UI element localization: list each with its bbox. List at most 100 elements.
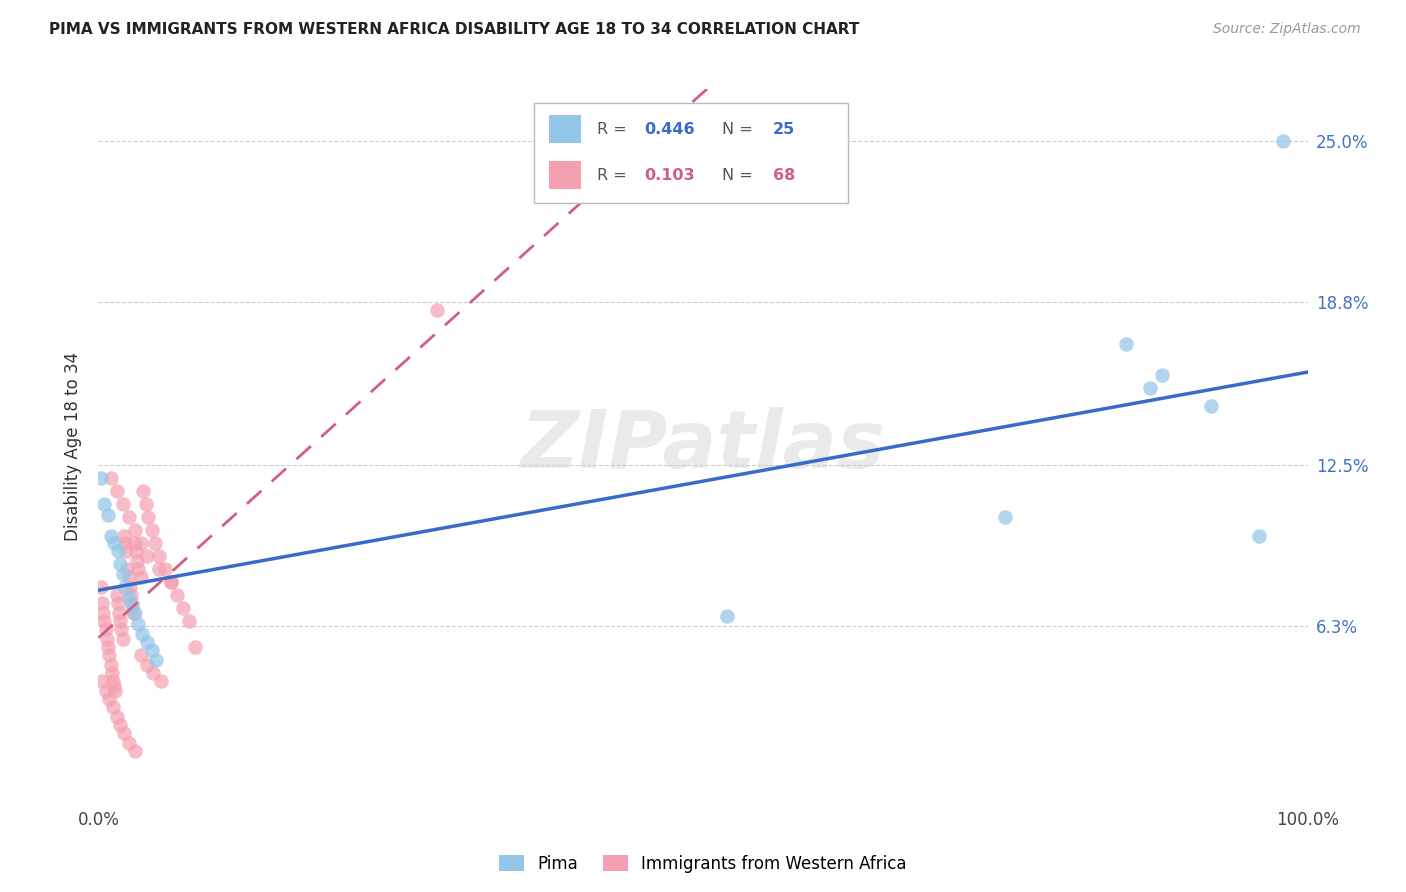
Point bbox=[112, 725, 135, 739]
Point bbox=[101, 673, 124, 688]
Point bbox=[131, 627, 153, 641]
Point bbox=[100, 658, 122, 673]
Text: R =: R = bbox=[596, 168, 637, 183]
Point bbox=[172, 601, 194, 615]
Point bbox=[142, 666, 165, 681]
Point bbox=[97, 640, 120, 654]
Point bbox=[135, 497, 157, 511]
Point bbox=[136, 510, 159, 524]
Bar bbox=[550, 161, 581, 189]
Point bbox=[143, 536, 166, 550]
Point bbox=[111, 567, 134, 582]
Bar bbox=[550, 115, 581, 144]
Point bbox=[160, 575, 183, 590]
Point bbox=[93, 497, 115, 511]
Point bbox=[129, 536, 152, 550]
Point bbox=[125, 544, 148, 558]
Point bbox=[90, 471, 112, 485]
Point bbox=[100, 528, 122, 542]
Point bbox=[108, 607, 131, 621]
Point bbox=[108, 614, 131, 628]
Point bbox=[91, 596, 114, 610]
Point bbox=[127, 616, 149, 631]
Text: Source: ZipAtlas.com: Source: ZipAtlas.com bbox=[1213, 22, 1361, 37]
Point bbox=[716, 609, 738, 624]
Point bbox=[129, 648, 152, 662]
Point bbox=[96, 632, 118, 647]
Point bbox=[103, 536, 125, 550]
Point bbox=[107, 544, 129, 558]
Point bbox=[111, 497, 134, 511]
Point bbox=[129, 570, 152, 584]
Point bbox=[118, 570, 141, 584]
Point bbox=[105, 710, 128, 724]
Point bbox=[118, 510, 141, 524]
Point bbox=[145, 653, 167, 667]
Text: 0.446: 0.446 bbox=[644, 122, 695, 137]
Point bbox=[184, 640, 207, 654]
Point bbox=[104, 684, 127, 698]
Point bbox=[94, 622, 117, 636]
Point bbox=[97, 508, 120, 522]
Point bbox=[118, 591, 141, 605]
FancyBboxPatch shape bbox=[534, 103, 848, 203]
Point bbox=[118, 736, 141, 750]
Point bbox=[179, 614, 201, 628]
Text: 25: 25 bbox=[773, 122, 794, 137]
Point bbox=[90, 581, 112, 595]
Point bbox=[114, 581, 136, 595]
Point bbox=[114, 536, 136, 550]
Point bbox=[98, 648, 121, 662]
Point bbox=[108, 718, 131, 732]
Text: ZIPatlas: ZIPatlas bbox=[520, 407, 886, 485]
Point bbox=[122, 607, 145, 621]
Point bbox=[135, 635, 157, 649]
Point bbox=[148, 549, 170, 564]
Point bbox=[105, 484, 128, 499]
Point bbox=[111, 632, 134, 647]
Point bbox=[91, 673, 114, 688]
Point bbox=[115, 544, 138, 558]
Point bbox=[100, 666, 122, 681]
Point bbox=[118, 581, 141, 595]
Text: N =: N = bbox=[723, 168, 758, 183]
Point bbox=[124, 524, 146, 538]
Point bbox=[135, 549, 157, 564]
Point bbox=[1199, 399, 1222, 413]
Text: N =: N = bbox=[723, 122, 758, 137]
Point bbox=[141, 642, 163, 657]
Point bbox=[121, 596, 143, 610]
Text: 68: 68 bbox=[773, 168, 794, 183]
Point bbox=[150, 673, 173, 688]
Point bbox=[91, 607, 114, 621]
Point bbox=[107, 596, 129, 610]
Point bbox=[166, 588, 188, 602]
Point bbox=[1115, 336, 1137, 351]
Point bbox=[108, 557, 131, 571]
Point bbox=[426, 302, 449, 317]
Point bbox=[98, 692, 121, 706]
Point bbox=[1139, 381, 1161, 395]
Point bbox=[994, 510, 1017, 524]
Point bbox=[127, 562, 149, 576]
Point bbox=[101, 699, 124, 714]
Point bbox=[135, 658, 157, 673]
Point bbox=[121, 599, 143, 613]
Point bbox=[117, 562, 139, 576]
Point bbox=[93, 614, 115, 628]
Point bbox=[112, 528, 135, 542]
Point bbox=[124, 744, 146, 758]
Point bbox=[160, 575, 183, 590]
Point bbox=[148, 562, 170, 576]
Point bbox=[1272, 134, 1295, 148]
Point bbox=[1249, 528, 1271, 542]
Y-axis label: Disability Age 18 to 34: Disability Age 18 to 34 bbox=[65, 351, 83, 541]
Text: PIMA VS IMMIGRANTS FROM WESTERN AFRICA DISABILITY AGE 18 TO 34 CORRELATION CHART: PIMA VS IMMIGRANTS FROM WESTERN AFRICA D… bbox=[49, 22, 859, 37]
Point bbox=[127, 554, 149, 568]
Point bbox=[153, 562, 176, 576]
Point bbox=[141, 524, 163, 538]
Point bbox=[100, 471, 122, 485]
Point bbox=[94, 684, 117, 698]
Text: R =: R = bbox=[596, 122, 631, 137]
Point bbox=[103, 679, 125, 693]
